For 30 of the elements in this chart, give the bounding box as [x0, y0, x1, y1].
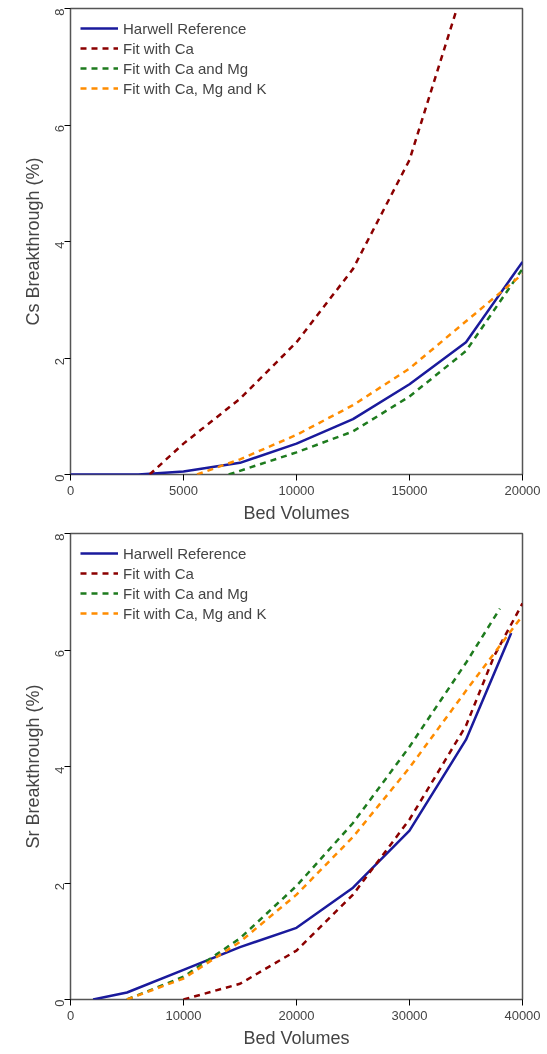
y-axis-title: Sr Breakthrough (%) [22, 684, 43, 849]
x-tick-label: 5000 [169, 482, 198, 498]
y-tick-label: 0 [52, 474, 67, 482]
legend-label: Harwell Reference [123, 19, 247, 37]
y-tick-label: 8 [52, 8, 67, 16]
legend-label: Fit with Ca [123, 564, 194, 582]
y-tick-label: 4 [52, 241, 67, 249]
legend-label: Fit with Ca and Mg [123, 59, 249, 77]
x-tick-label: 15000 [391, 482, 428, 498]
x-axis-title: Bed Volumes [243, 1027, 350, 1048]
legend-label: Fit with Ca [123, 39, 194, 57]
x-tick-label: 40000 [504, 1007, 541, 1023]
x-tick-label: 10000 [278, 482, 315, 498]
y-axis-title: Cs Breakthrough (%) [22, 157, 43, 326]
legend-label: Harwell Reference [123, 544, 247, 562]
x-tick-label: 30000 [391, 1007, 428, 1023]
x-axis-title: Bed Volumes [243, 502, 350, 523]
x-tick-label: 10000 [165, 1007, 202, 1023]
y-tick-label: 2 [52, 358, 67, 366]
legend-label: Fit with Ca, Mg and K [123, 79, 267, 97]
legend-label: Fit with Ca, Mg and K [123, 604, 267, 622]
y-tick-label: 2 [52, 883, 67, 891]
y-tick-label: 6 [52, 125, 67, 133]
x-tick-label: 20000 [504, 482, 541, 498]
y-tick-label: 0 [52, 999, 67, 1007]
y-tick-label: 8 [52, 533, 67, 541]
x-tick-label: 20000 [278, 1007, 315, 1023]
y-tick-label: 6 [52, 650, 67, 658]
legend-label: Fit with Ca and Mg [123, 584, 249, 602]
y-tick-label: 4 [52, 766, 67, 774]
